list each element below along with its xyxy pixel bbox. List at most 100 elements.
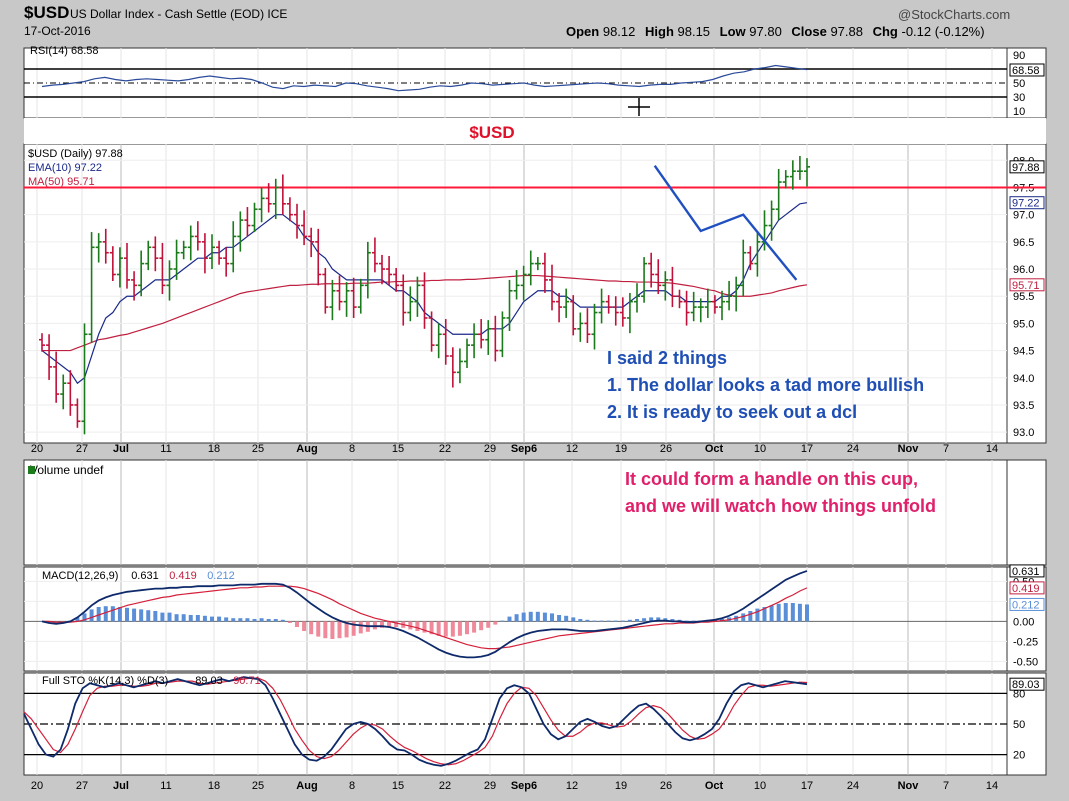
volume-legend-icon (28, 466, 35, 474)
chart-title: $USD (469, 123, 514, 142)
sto-last-box (1009, 677, 1045, 691)
rsi-tick-label: 30 (1013, 92, 1025, 104)
volume-legend: Volume undef (30, 463, 104, 477)
x-tick-label: 14 (986, 443, 998, 455)
macd-hist-bar (146, 610, 151, 622)
macd-hist-bar (358, 621, 363, 634)
macd-hist-bar (443, 621, 448, 637)
x-tick-label: 7 (943, 443, 949, 455)
macd-hist-bar (295, 621, 299, 627)
price-legend-1: EMA(10) 97.22 (28, 162, 102, 174)
rsi-tick-label: 90 (1013, 50, 1025, 62)
stockcharts-watermark: @StockCharts.com (898, 7, 1011, 22)
macd-hist-bar (691, 620, 696, 622)
macd-legend-2: 0.419 (169, 570, 197, 582)
macd-legend-1: 0.631 (131, 570, 159, 582)
macd-hist-bar (422, 621, 427, 633)
x-tick-label: 7 (943, 780, 949, 792)
ohlc-label: Chg (872, 24, 902, 39)
sto-k-line (23, 676, 808, 767)
macd-hist-bar (302, 621, 307, 631)
macd-hist-bar (210, 616, 214, 622)
x-tick-label: 18 (208, 443, 220, 455)
macd-last-box (1009, 564, 1045, 578)
axis-panel-rsi (1006, 47, 1047, 119)
macd-hist-bar (769, 605, 774, 622)
axis-panel-vol (1006, 459, 1047, 566)
sto-legend-0: Full STO %K(14,3) %D(3) (42, 675, 168, 687)
macd-hist-bar (344, 621, 349, 638)
x-tick-label: Sep6 (511, 780, 537, 792)
x-tick-label: 17 (801, 780, 813, 792)
macd-hist-bar (486, 621, 491, 628)
note-line: It could form a handle on this cup, (625, 469, 918, 489)
macd-hist-bar (380, 621, 384, 628)
macd-hist-bar (472, 621, 477, 633)
note-line: 2. It is ready to seek out a dcl (607, 402, 857, 422)
x-tick-label: 20 (31, 780, 43, 792)
macd-hist-bar (429, 621, 434, 635)
macd-hist-bar (110, 606, 115, 622)
macd-hist-bar (790, 603, 795, 622)
macd-last-box (1009, 581, 1045, 595)
x-tick-label: 24 (847, 780, 859, 792)
price-tick-label: 95.0 (1013, 318, 1034, 330)
note-line: I said 2 things (607, 348, 727, 368)
macd-hist-bar (649, 617, 654, 622)
price-tick-label: 94.5 (1013, 346, 1034, 358)
x-tick-label: 11 (160, 780, 171, 792)
macd-hist-bar (330, 621, 335, 639)
macd-hist-bar (500, 620, 505, 622)
rsi-tick-label: 10 (1013, 106, 1025, 118)
x-tick-label: 18 (208, 780, 220, 792)
ohlc-label: Low (719, 24, 750, 39)
macd-hist-bar (387, 621, 392, 627)
ohlc-label: High (645, 24, 678, 39)
macd-hist-bar (153, 611, 158, 622)
macd-hist-bar (160, 612, 165, 622)
macd-hist-bar (684, 620, 689, 622)
price-legend-2: MA(50) 95.71 (28, 176, 95, 188)
macd-hist-bar (627, 619, 632, 622)
price-last-label: 97.22 (1012, 198, 1040, 210)
macd-hist-bar (571, 617, 576, 622)
macd-hist-bar (656, 617, 661, 622)
macd-tick-label: 0.00 (1013, 616, 1034, 628)
x-tick-label: 15 (392, 780, 404, 792)
x-tick-label: 12 (566, 443, 578, 455)
x-tick-label: 29 (484, 780, 496, 792)
x-tick-label: 25 (252, 443, 264, 455)
macd-hist-bar (415, 621, 420, 631)
x-tick-label: 8 (349, 780, 355, 792)
macd-hist-bar (797, 603, 802, 622)
rsi-last-box (1009, 63, 1045, 77)
x-tick-label: 22 (439, 780, 451, 792)
macd-hist-bar (259, 618, 264, 622)
macd-hist-bar (266, 619, 271, 622)
macd-last-label: 0.419 (1012, 583, 1040, 595)
macd-hist-bar (139, 609, 144, 622)
macd-hist-bar (465, 621, 469, 635)
price-last-box (1009, 196, 1045, 210)
price-tick-label: 96.0 (1013, 264, 1034, 276)
macd-hist-bar (542, 612, 547, 622)
rsi-price-gap (24, 118, 1046, 144)
x-tick-label: 19 (615, 443, 627, 455)
macd-hist-bar (776, 603, 781, 622)
x-tick-label: 26 (660, 780, 672, 792)
macd-hist-bar (805, 604, 809, 622)
macd-hist-bar (585, 619, 590, 622)
macd-hist-bar (521, 612, 526, 622)
symbol-description: US Dollar Index - Cash Settle (EOD) ICE (70, 7, 288, 21)
rsi-last-label: 68.58 (1012, 65, 1040, 77)
macd-legend-0: MACD(12,26,9) (42, 570, 118, 582)
x-tick-label: Oct (705, 780, 724, 792)
x-tick-label: 11 (160, 443, 171, 455)
macd-hist-bar (635, 619, 639, 622)
macd-hist-bar (125, 607, 129, 622)
macd-hist-bar (252, 619, 257, 622)
macd-hist-bar (670, 619, 675, 622)
ohlc-label: Close (791, 24, 831, 39)
macd-hist-bar (231, 618, 236, 622)
x-tick-label: 17 (801, 443, 813, 455)
